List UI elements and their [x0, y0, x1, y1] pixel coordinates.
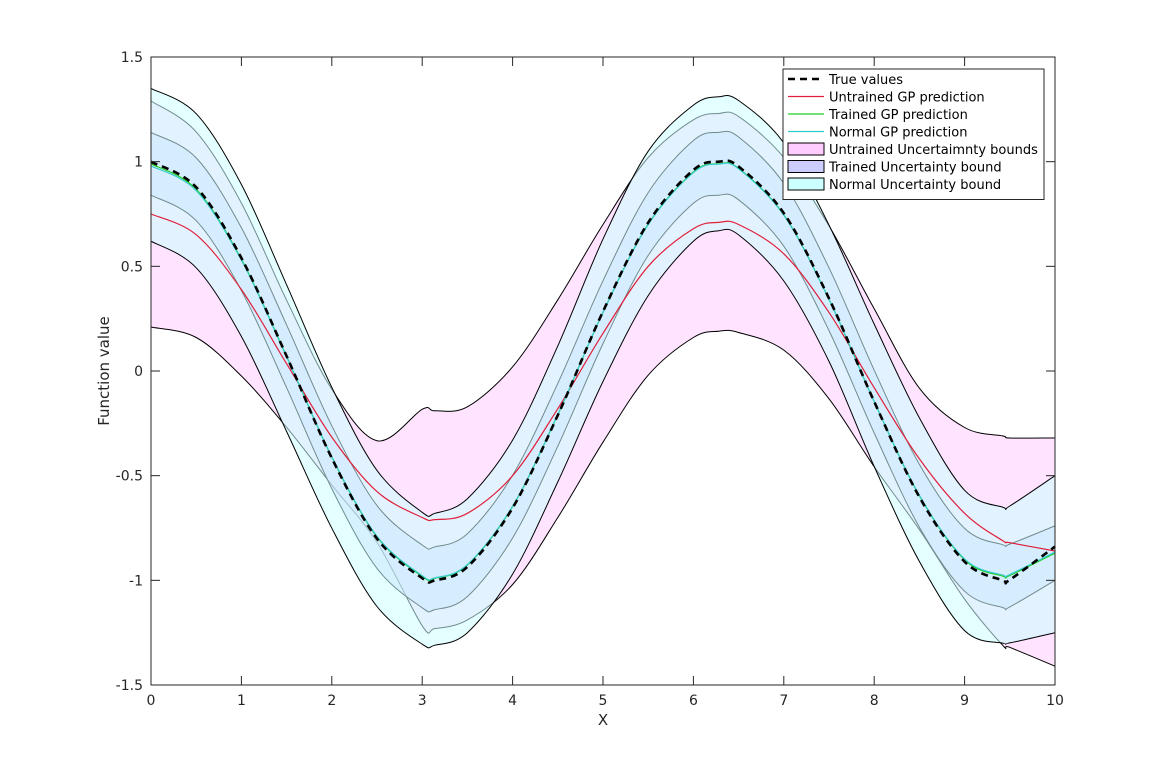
- legend-swatch-band: [787, 142, 825, 156]
- series-line-1: [150, 213, 1056, 552]
- x-tick-label: 5: [599, 693, 608, 709]
- y-tick-label: 0: [134, 364, 143, 380]
- uncertainty-bands: [150, 87, 1056, 667]
- x-tick-label: 3: [418, 693, 427, 709]
- y-tick-label: -1: [129, 573, 143, 589]
- legend-entry-label: Trained GP prediction: [828, 108, 968, 123]
- y-tick-label: 0.5: [121, 259, 143, 275]
- x-tick-label: 9: [960, 693, 969, 709]
- legend-entry-label: Normal Uncertainty bound: [829, 178, 1001, 193]
- y-tick-label: 1.5: [121, 50, 143, 66]
- band-lower-edge-2: [150, 228, 1056, 649]
- legend-swatch-band: [787, 160, 825, 173]
- legend: True values Untrained GP prediction Traine…: [782, 68, 1045, 200]
- x-tick-label: 0: [147, 693, 156, 709]
- legend-entry-label: Untrained GP prediction: [829, 91, 985, 106]
- axis-ticks: 0 1 2 3 4 5 6 7 8 9 10 -1.5 -1 -0.5 0 0.5 1 1.5: [116, 50, 1064, 709]
- x-tick-label: 6: [689, 693, 698, 709]
- prediction-lines: [150, 159, 1056, 585]
- x-tick-label: 2: [327, 693, 336, 709]
- legend-entry-label: True values: [828, 73, 903, 88]
- x-tick-label: 4: [508, 693, 517, 709]
- y-tick-label: 1: [134, 155, 143, 171]
- x-axis-label: X: [598, 711, 608, 729]
- x-tick-label: 8: [870, 693, 879, 709]
- y-axis-label: Function value: [95, 316, 113, 426]
- x-tick-label: 7: [779, 693, 788, 709]
- legend-entry-label: Normal GP prediction: [829, 126, 967, 141]
- legend-entry-label: Untrained Uncertaimnty bounds: [829, 143, 1038, 158]
- y-tick-label: -1.5: [116, 678, 143, 694]
- x-tick-label: 1: [237, 693, 246, 709]
- band-fill-2: [151, 88, 1055, 648]
- y-tick-label: -0.5: [116, 469, 143, 485]
- band-upper-edge-2: [150, 87, 1056, 517]
- legend-box: [782, 68, 1045, 200]
- legend-entry-label: Trained Uncertainty bound: [828, 161, 1002, 176]
- legend-swatch-band: [787, 177, 825, 191]
- x-tick-label: 10: [1046, 693, 1064, 709]
